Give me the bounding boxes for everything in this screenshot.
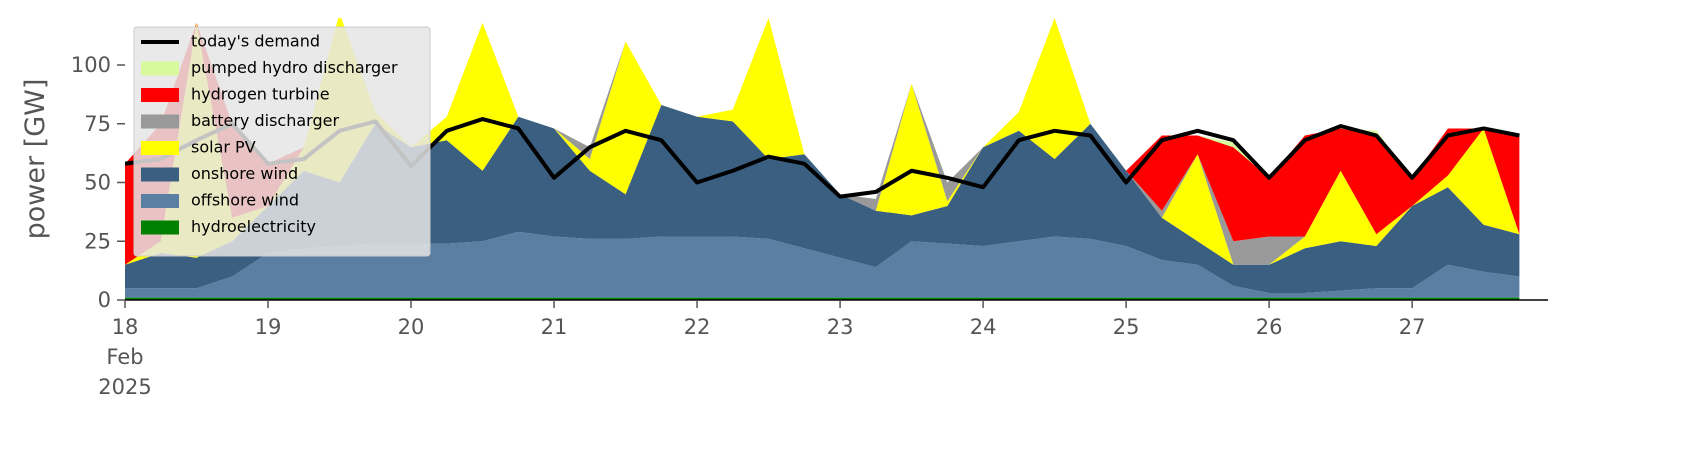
area [125, 104, 1520, 293]
y-tick-label: 0 [98, 288, 111, 312]
x-tick-label: 27 [1399, 315, 1426, 339]
legend-label: battery discharger [191, 111, 339, 130]
x-tick-label: 26 [1256, 315, 1283, 339]
legend-label: hydrogen turbine [191, 85, 330, 104]
legend-box [133, 26, 431, 257]
y-tick-label: 75 [84, 112, 111, 136]
y-tick-label: 50 [84, 171, 111, 195]
x-tick-label: 24 [970, 315, 997, 339]
legend-swatch [141, 194, 179, 208]
legend-swatch [141, 167, 179, 182]
legend-swatch [141, 220, 179, 235]
legend: today's demand pumped hydro discharger hyd… [133, 26, 431, 257]
y-tick-label: 25 [84, 229, 111, 253]
x-tick-label: 23 [827, 315, 854, 339]
legend-swatch [141, 61, 179, 76]
legend-label: onshore wind [191, 164, 298, 183]
legend-label: pumped hydro discharger [191, 58, 398, 77]
x-tick-label: 18 Feb 2025 [98, 315, 151, 399]
legend-swatch [141, 114, 179, 129]
x-tick-label: 19 [255, 315, 282, 339]
legend-label: solar PV [191, 138, 256, 157]
legend-label: today's demand [191, 32, 320, 51]
legend-label: hydroelectricity [191, 217, 316, 236]
legend-swatch [141, 141, 179, 155]
area [125, 18, 1520, 265]
y-tick-label: 100 [71, 53, 111, 77]
legend-label: offshore wind [191, 191, 299, 210]
x-tick-label: 25 [1113, 315, 1140, 339]
y-axis-label: power [GW] [20, 79, 51, 240]
x-tick-label: 20 [398, 315, 425, 339]
x-tick-label: 22 [684, 315, 711, 339]
x-tick-label: 21 [541, 315, 568, 339]
legend-swatch [141, 88, 179, 102]
area [125, 231, 1520, 298]
